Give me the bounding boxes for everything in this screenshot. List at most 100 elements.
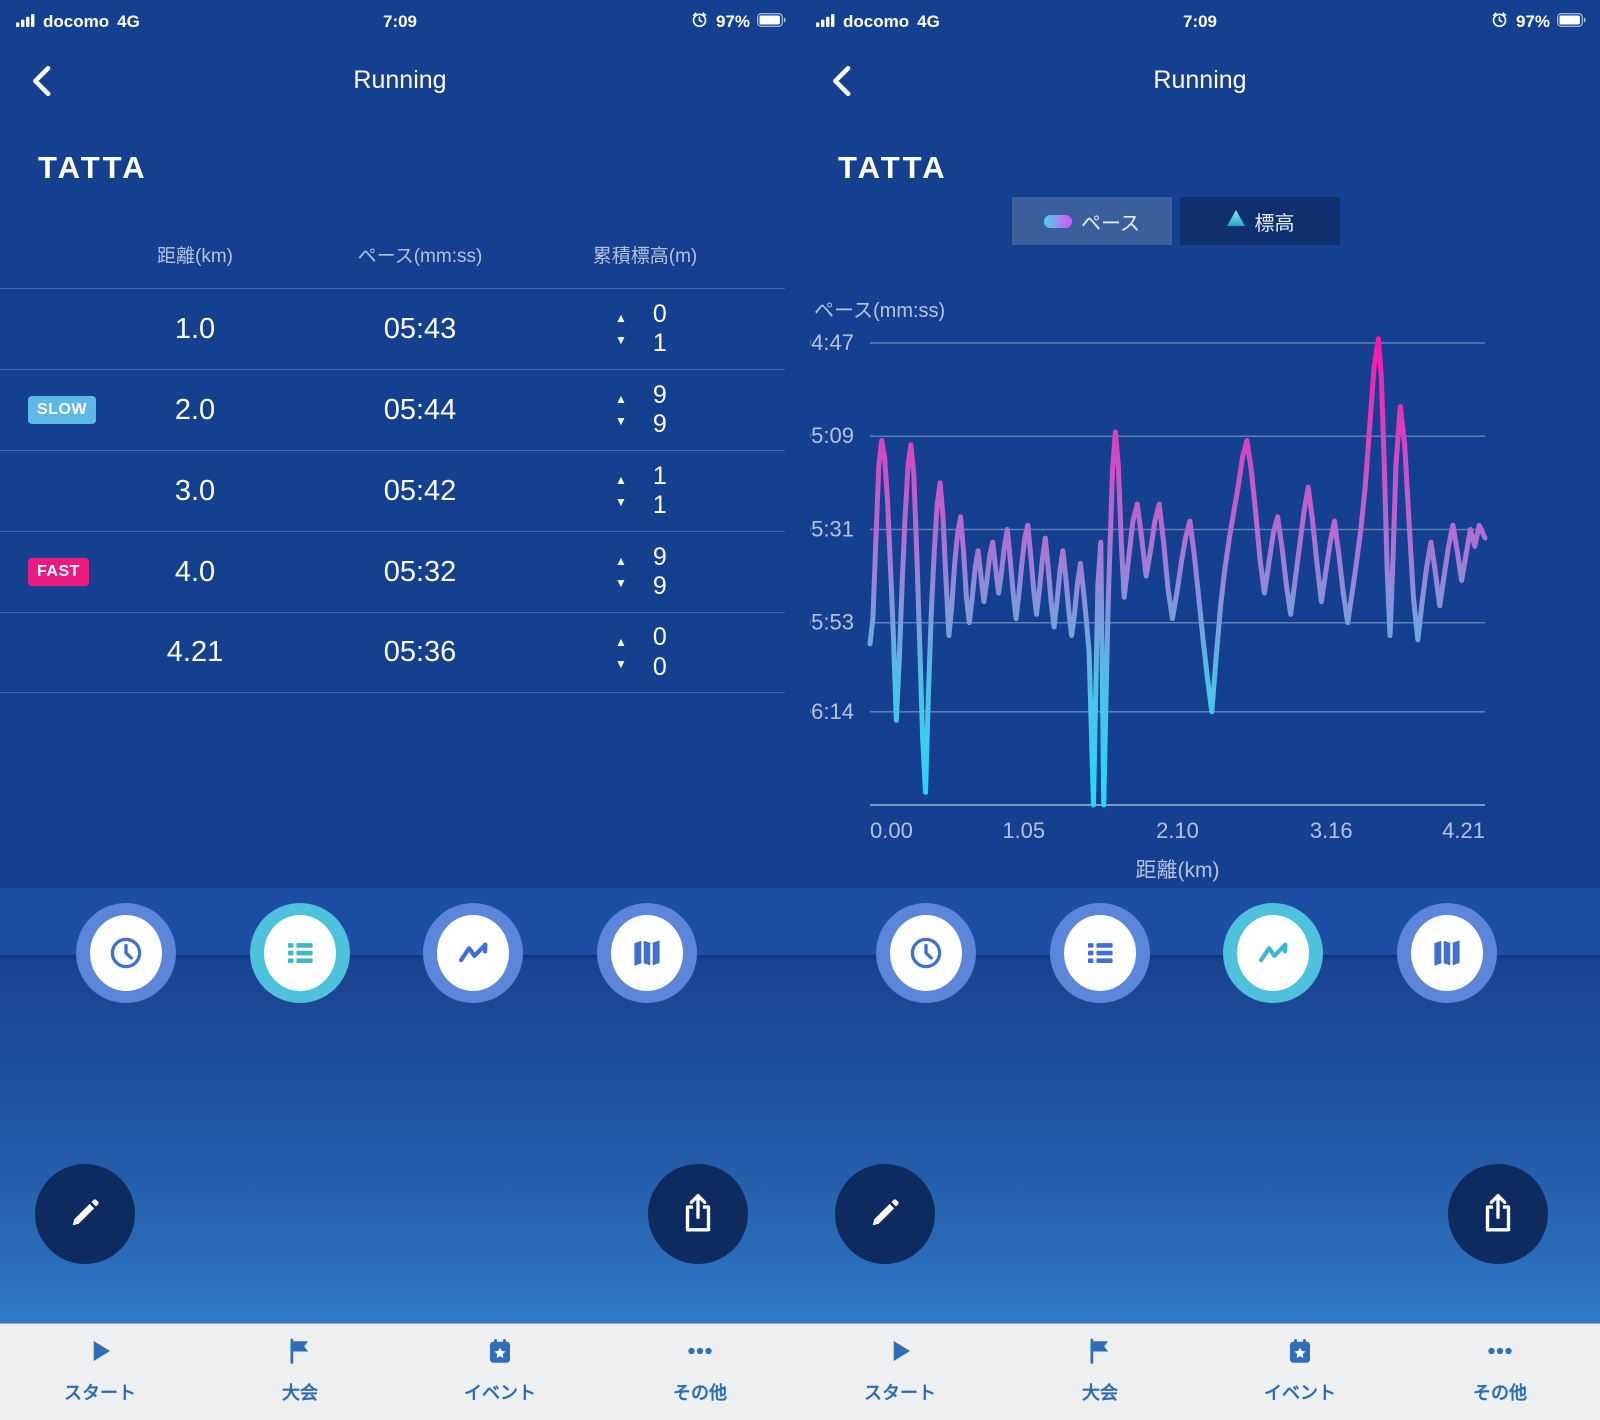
chart-y-axis-title: ペース(mm:ss) <box>814 300 946 322</box>
flag-icon <box>1085 1336 1115 1369</box>
page-title: Running <box>353 65 447 94</box>
history-clock-button[interactable] <box>76 903 176 1003</box>
tab-elevation[interactable]: 標高 <box>1180 197 1340 245</box>
tabbar-item-flag[interactable]: 大会 <box>200 1324 400 1420</box>
back-button[interactable] <box>24 64 58 98</box>
chevron-left-icon <box>28 65 54 101</box>
clock-icon <box>90 915 162 991</box>
list-icon <box>1064 915 1136 991</box>
tool-dock <box>800 903 1600 1003</box>
x-tick-label: 3.16 <box>1310 818 1353 843</box>
status-right-cluster: 97% <box>1490 0 1586 44</box>
signal-bars-icon <box>16 12 35 32</box>
route-map-button[interactable] <box>597 903 697 1003</box>
elevation-up-icon: ▲ <box>615 392 627 406</box>
tab-elevation-label: 標高 <box>1254 212 1295 235</box>
tabbar-label: スタート <box>864 1383 936 1403</box>
nav-bar: Running <box>800 44 1600 116</box>
edit-fab-button[interactable] <box>35 1164 135 1264</box>
elevation-up-icon: ▲ <box>615 554 627 568</box>
splits-list-button[interactable] <box>1050 903 1150 1003</box>
share-fab-button[interactable] <box>648 1164 748 1264</box>
pace-badge-cell: FAST <box>0 558 115 586</box>
y-tick-label: 05:53 <box>810 610 854 635</box>
pace-value: 05:36 <box>383 636 457 668</box>
elevation-down-value: 9 <box>652 410 667 438</box>
tab-pace[interactable]: ペース <box>1012 197 1172 245</box>
elevation-up-value: 0 <box>652 623 667 651</box>
pace-value: 05:32 <box>383 555 457 588</box>
tabbar-item-calendar-star[interactable]: イベント <box>1200 1324 1400 1420</box>
status-time: 7:09 <box>1182 12 1218 31</box>
network-label: 4G <box>917 12 940 31</box>
share-icon <box>677 1190 719 1239</box>
header-pace: ペース(mm:ss) <box>357 245 483 267</box>
status-left-cluster: docomo 4G <box>816 0 940 44</box>
distance-value: 4.0 <box>174 555 216 588</box>
carrier-label: docomo <box>843 12 910 31</box>
tabbar-label: その他 <box>1473 1383 1527 1403</box>
tabbar-item-play[interactable]: スタート <box>0 1324 200 1420</box>
bottom-gradient <box>800 961 1600 1323</box>
tabbar-item-calendar-star[interactable]: イベント <box>400 1324 600 1420</box>
tabbar-item-play[interactable]: スタート <box>800 1324 1000 1420</box>
status-bar: docomo 4G 7:09 97% <box>0 0 800 44</box>
elevation-up-icon: ▲ <box>615 311 627 325</box>
elevation-down-value: 9 <box>652 572 667 600</box>
pulse-icon <box>1237 915 1309 991</box>
elevation-down-value: 1 <box>652 329 667 357</box>
pace-badge-cell: SLOW <box>0 396 115 424</box>
pencil-icon <box>65 1193 105 1236</box>
alarm-clock-icon <box>690 10 709 34</box>
splits-table-header: 距離(km) ペース(mm:ss) 累積標高(m) <box>0 228 800 280</box>
elevation-up-icon: ▲ <box>615 634 627 649</box>
elevation-down-icon: ▼ <box>615 333 627 347</box>
y-tick-label: 06:14 <box>810 699 854 724</box>
tabbar-item-dots[interactable]: その他 <box>1400 1324 1600 1420</box>
dots-icon <box>683 1336 717 1369</box>
x-tick-label: 0.00 <box>870 818 913 843</box>
header-elevation: 累積標高(m) <box>592 245 698 267</box>
distance-value: 1.0 <box>174 312 216 345</box>
elevation-up-value: 0 <box>652 299 667 328</box>
share-fab-button[interactable] <box>1448 1164 1548 1264</box>
splits-list-button[interactable] <box>250 903 350 1003</box>
tabbar-label: 大会 <box>1082 1383 1118 1403</box>
pulse-icon <box>437 915 509 991</box>
history-clock-button[interactable] <box>876 903 976 1003</box>
list-icon <box>264 915 336 991</box>
pace-chart-button[interactable] <box>1223 903 1323 1003</box>
network-label: 4G <box>117 12 140 31</box>
flag-icon <box>285 1336 315 1369</box>
status-time: 7:09 <box>382 12 418 31</box>
pace-chart-button[interactable] <box>423 903 523 1003</box>
clock-icon <box>890 915 962 991</box>
tabbar-label: 大会 <box>282 1383 318 1403</box>
tabbar-item-flag[interactable]: 大会 <box>1000 1324 1200 1420</box>
back-button[interactable] <box>824 64 858 98</box>
chevron-left-icon <box>828 65 854 101</box>
route-map-button[interactable] <box>1397 903 1497 1003</box>
y-tick-label: 05:31 <box>810 516 854 541</box>
pace-value: 05:44 <box>383 393 457 426</box>
edit-fab-button[interactable] <box>835 1164 935 1264</box>
pace-line <box>867 336 1488 808</box>
distance-value: 3.0 <box>174 474 216 507</box>
pace-line-chart: 04:47 05:09 05:31 05:53 06:14 0.00 1.05 2.10 3.1… <box>810 330 1488 882</box>
alarm-clock-icon <box>1490 10 1509 34</box>
calendar-star-icon <box>485 1336 515 1369</box>
share-icon <box>1477 1190 1519 1239</box>
tatta-logo: TATTA <box>38 150 148 185</box>
elevation-down-icon: ▼ <box>615 656 627 671</box>
status-bar: docomo 4G 7:09 97% <box>800 0 1600 44</box>
elevation-triangle-icon <box>1226 209 1246 233</box>
tabbar-item-dots[interactable]: その他 <box>600 1324 800 1420</box>
panel-chart-screen: docomo 4G 7:09 97% Running TATTA ペース <box>800 0 1600 1420</box>
carrier-label: docomo <box>43 12 110 31</box>
